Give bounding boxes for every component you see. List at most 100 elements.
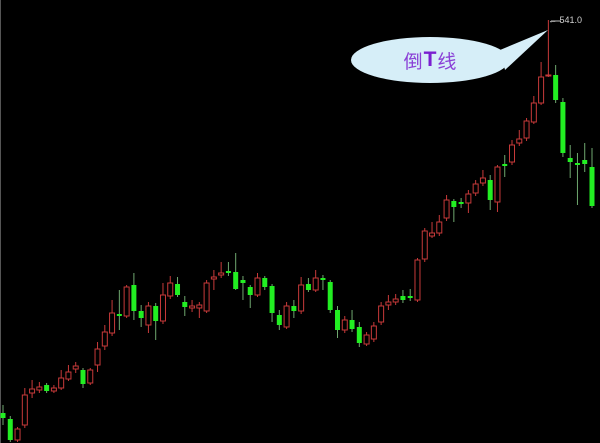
- candle-body: [29, 388, 36, 394]
- candle: [414, 258, 421, 302]
- candle-body: [131, 285, 137, 311]
- candle-body: [175, 284, 181, 295]
- candle: [58, 370, 65, 390]
- callout-ellipse: [351, 37, 509, 83]
- candle-body: [305, 284, 311, 290]
- candle: [269, 284, 275, 322]
- candle-body: [320, 278, 326, 280]
- candle-body: [582, 160, 588, 164]
- candle-body: [101, 331, 108, 347]
- candle: [145, 302, 152, 333]
- candle-body: [291, 306, 297, 311]
- candle-body: [392, 298, 399, 303]
- candle-body: [451, 201, 457, 207]
- candle: [254, 273, 261, 297]
- candle: [305, 278, 311, 292]
- candle-body: [421, 230, 428, 260]
- candle-body: [530, 102, 537, 123]
- candle: [421, 228, 428, 262]
- candle: [182, 296, 188, 316]
- candle: [560, 98, 566, 157]
- candle: [21, 388, 28, 428]
- candle: [65, 365, 72, 381]
- candle: [370, 322, 377, 342]
- candle: [210, 270, 217, 290]
- peak-arrow-glyph: ←: [548, 15, 557, 25]
- candle-body: [553, 75, 559, 100]
- candle: [101, 325, 108, 350]
- candle-body: [349, 320, 355, 329]
- candle-body: [72, 365, 79, 370]
- candle: [189, 300, 196, 312]
- candle: [225, 262, 231, 276]
- candle: [283, 302, 290, 329]
- candles-group: [0, 20, 595, 442]
- candle-body: [123, 286, 130, 317]
- candle: [218, 262, 225, 278]
- candle: [247, 285, 253, 308]
- candle: [530, 96, 537, 124]
- candle: [29, 380, 36, 398]
- candle-body: [341, 319, 348, 331]
- candle-body: [378, 305, 385, 323]
- candle-body: [21, 394, 28, 426]
- candle: [50, 385, 57, 393]
- candle-body: [138, 311, 144, 318]
- candle-body: [109, 312, 116, 334]
- candle: [196, 302, 203, 318]
- candle: [378, 302, 385, 325]
- candle-body: [189, 305, 196, 309]
- candle-body: [116, 314, 122, 316]
- candle: [0, 405, 6, 425]
- candle-body: [276, 315, 282, 325]
- candle: [436, 215, 443, 236]
- candle-body: [538, 76, 545, 104]
- candle: [72, 362, 79, 373]
- candle-body: [262, 278, 268, 287]
- candle-body: [407, 296, 413, 298]
- candle-body: [479, 177, 486, 184]
- candle-body: [298, 284, 305, 312]
- candle: [123, 285, 130, 318]
- candle-body: [283, 305, 290, 328]
- candle: [36, 382, 43, 393]
- candle: [472, 180, 479, 196]
- candle: [233, 253, 239, 290]
- candle-body: [509, 144, 516, 163]
- candle: [175, 277, 181, 297]
- candle: [312, 270, 319, 292]
- candle-body: [363, 334, 370, 345]
- candle: [334, 306, 340, 338]
- candle-body: [443, 199, 450, 219]
- candle-body: [36, 386, 43, 391]
- candle-body: [7, 419, 13, 440]
- candle: [159, 283, 166, 324]
- candle: [523, 118, 530, 141]
- candle: [153, 303, 159, 340]
- candle: [203, 280, 210, 313]
- candle: [385, 295, 392, 310]
- candle: [298, 277, 305, 314]
- candle: [479, 170, 486, 186]
- candle-body: [458, 202, 464, 204]
- candle: [465, 190, 472, 213]
- candle: [400, 290, 406, 303]
- candle: [240, 276, 246, 300]
- candle: [94, 342, 101, 372]
- candle-body: [153, 306, 159, 321]
- candle: [262, 276, 268, 290]
- candle-body: [356, 327, 362, 343]
- candle: [131, 273, 137, 320]
- candle: [87, 368, 94, 385]
- candle-body: [44, 385, 50, 391]
- candle-body: [247, 287, 253, 295]
- candle-body: [567, 158, 573, 162]
- candle: [567, 145, 573, 178]
- candle: [545, 20, 552, 77]
- candle: [14, 427, 21, 442]
- candle-body: [80, 370, 86, 384]
- candle-body: [545, 74, 552, 77]
- candle-body: [436, 221, 443, 234]
- candle-body: [233, 272, 239, 289]
